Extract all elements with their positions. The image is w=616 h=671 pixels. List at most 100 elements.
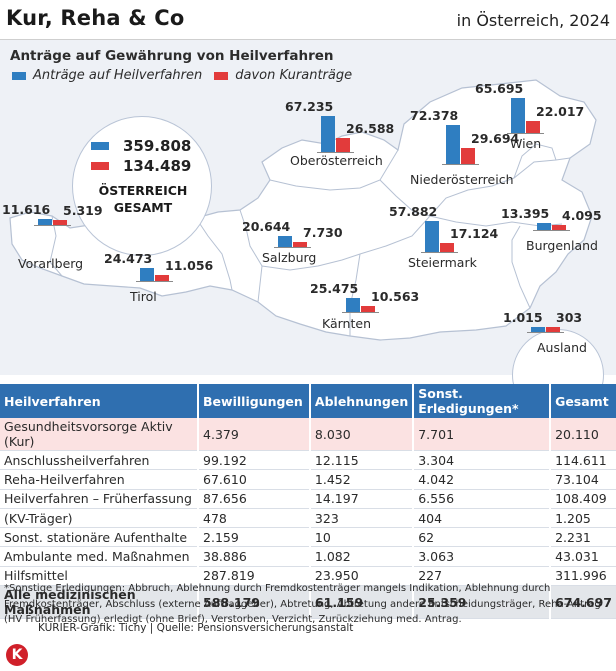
cell-ablehnungen: 1.082 — [309, 546, 415, 567]
bar-kur-krnten — [361, 306, 375, 312]
cell-name: Hilfsmittel — [0, 566, 200, 587]
bar-antraege-ausland — [531, 327, 545, 332]
cell-bewilligungen: 67.610 — [198, 469, 311, 490]
cell-bewilligungen: 87.656 — [198, 489, 311, 509]
bar-antraege-krnten — [346, 298, 360, 312]
cell-ablehnungen: 12.115 — [309, 450, 415, 471]
bar-antraege-tirol — [140, 268, 154, 281]
bar-kur-ausland — [546, 327, 560, 332]
value-kur-wien: 22.017 — [536, 104, 585, 119]
cell-name: Heilverfahren – Früherfassung — [0, 489, 200, 509]
bar-kur-vorarlberg — [53, 220, 67, 225]
table-row: Sonst. stationäre Aufenthalte 2.159 10 62 2.… — [0, 527, 616, 548]
region-name-burgenland: Burgenland — [526, 238, 598, 253]
cell-sonst: 4.042 — [413, 469, 552, 490]
value-antraege-burgenland: 13.395 — [501, 206, 550, 221]
total-cell-gesamt: 674.697 — [550, 585, 616, 620]
region-name-ausland: Ausland — [537, 340, 587, 355]
total-cell-bewilligungen: 588.179 — [198, 585, 311, 620]
table-header-row: Heilverfahren Bewilligungen Ablehnungen … — [0, 384, 616, 418]
total-label-line1: ÖSTERREICH — [98, 183, 188, 198]
cell-sonst: 227 — [413, 566, 552, 587]
region-subtitle: in Österreich, 2024 — [456, 11, 610, 30]
header-gesamt: Gesamt — [550, 384, 616, 418]
value-kur-niedersterreich: 29.694 — [471, 131, 520, 146]
bar-baseline-tirol — [136, 281, 173, 282]
bar-antraege-burgenland — [537, 223, 551, 230]
value-kur-tirol: 11.056 — [165, 258, 214, 273]
bar-baseline-niedersterreich — [442, 164, 479, 165]
cell-ablehnungen: 8.030 — [309, 418, 415, 451]
value-antraege-vorarlberg: 11.616 — [2, 202, 51, 217]
table-row: Anschlussheilverfahren 99.192 12.115 3.304 1… — [0, 450, 616, 471]
legend-label-antraege: Anträge auf Heilverfahren — [33, 68, 203, 83]
cell-sonst: 3.304 — [413, 450, 552, 471]
total-cell-ablehnungen: 61.159 — [309, 585, 415, 620]
total-kur-row: 134.489 — [91, 157, 191, 175]
region-name-steiermark: Steiermark — [408, 255, 477, 270]
bar-kur-steiermark — [440, 243, 454, 252]
bar-baseline-wien — [507, 133, 544, 134]
table-total-row: Alle medizinischen Maßnahmen 588.179 61.15… — [0, 585, 616, 620]
table-body: Gesundheitsvorsorge Aktiv (Kur) 4.379 8.03… — [0, 418, 616, 620]
value-kur-salzburg: 7.730 — [303, 225, 343, 240]
cell-ablehnungen: 323 — [309, 508, 415, 529]
value-antraege-ausland: 1.015 — [503, 310, 543, 325]
footnote: *Sonstige Erledigungen: Abbruch, Ablehnu… — [4, 583, 601, 625]
table-row: Reha-Heilverfahren 67.610 1.452 4.042 73.104 — [0, 469, 616, 490]
value-antraege-wien: 65.695 — [475, 81, 524, 96]
bar-baseline-obersterreich — [317, 152, 354, 153]
value-antraege-krnten: 25.475 — [310, 281, 359, 296]
region-name-vorarlberg: Vorarlberg — [18, 256, 84, 271]
region-name-wien: Wien — [510, 136, 542, 151]
value-kur-burgenland: 4.095 — [562, 208, 602, 223]
value-kur-steiermark: 17.124 — [450, 226, 499, 241]
cell-gesamt: 108.409 — [550, 489, 616, 509]
cell-gesamt: 114.611 — [550, 450, 616, 471]
cell-sonst: 6.556 — [413, 489, 552, 509]
total-austria-circle: 359.808 134.489 ÖSTERREICH GESAMT — [72, 116, 212, 256]
value-antraege-obersterreich: 67.235 — [285, 99, 334, 114]
bar-antraege-niedersterreich — [446, 125, 460, 164]
table-row: Heilverfahren – Früherfassung 87.656 14.19… — [0, 489, 616, 509]
cell-bewilligungen: 4.379 — [198, 418, 311, 451]
header-sonst-erledigungen: Sonst. Erledigungen* — [413, 384, 552, 418]
legend-swatch-red — [214, 71, 229, 80]
table-row: (KV-Träger) 478 323 404 1.205 — [0, 508, 616, 529]
page-title: Kur, Reha & Co — [6, 6, 185, 30]
cell-bewilligungen: 99.192 — [198, 450, 311, 471]
cell-name: Sonst. stationäre Aufenthalte — [0, 527, 200, 548]
bar-baseline-steiermark — [421, 252, 458, 253]
header: Kur, Reha & Co in Österreich, 2024 — [0, 0, 616, 40]
value-kur-obersterreich: 26.588 — [346, 121, 395, 136]
value-antraege-salzburg: 20.644 — [242, 219, 291, 234]
chart-title: Anträge auf Gewährung von Heilverfahren — [10, 48, 334, 64]
cell-gesamt: 20.110 — [550, 418, 616, 451]
heilverfahren-table: Heilverfahren Bewilligungen Ablehnungen … — [0, 384, 616, 620]
region-name-tirol: Tirol — [130, 289, 157, 304]
cell-name: (KV-Träger) — [0, 508, 200, 529]
cell-gesamt: 73.104 — [550, 469, 616, 490]
cell-ablehnungen: 23.950 — [309, 566, 415, 587]
cell-name: Anschlussheilverfahren — [0, 450, 200, 471]
cell-gesamt: 1.205 — [550, 508, 616, 529]
bar-kur-wien — [526, 121, 540, 133]
cell-name: Gesundheitsvorsorge Aktiv (Kur) — [0, 418, 200, 451]
total-cell-name: Alle medizinischen Maßnahmen — [0, 585, 200, 620]
bar-baseline-vorarlberg — [34, 225, 71, 226]
bar-kur-tirol — [155, 275, 169, 281]
cell-sonst: 62 — [413, 527, 552, 548]
total-cell-sonst: 25.359 — [413, 585, 552, 620]
chart-area: Anträge auf Gewährung von Heilverfahren … — [0, 40, 616, 421]
total-antraege-row: 359.808 — [91, 137, 191, 155]
source-credit: KURIER-Grafik: Tichy | Quelle: Pensionsv… — [38, 622, 354, 634]
table-row: Hilfsmittel 287.819 23.950 227 311.996 — [0, 566, 616, 587]
bar-baseline-krnten — [342, 312, 379, 313]
cell-ablehnungen: 14.197 — [309, 489, 415, 509]
legend-label-kur: davon Kuranträge — [235, 68, 353, 83]
value-kur-krnten: 10.563 — [371, 289, 420, 304]
bar-kur-burgenland — [552, 225, 566, 230]
total-swatch-blue — [91, 142, 109, 150]
header-ablehnungen: Ablehnungen — [309, 384, 415, 418]
cell-bewilligungen: 287.819 — [198, 566, 311, 587]
